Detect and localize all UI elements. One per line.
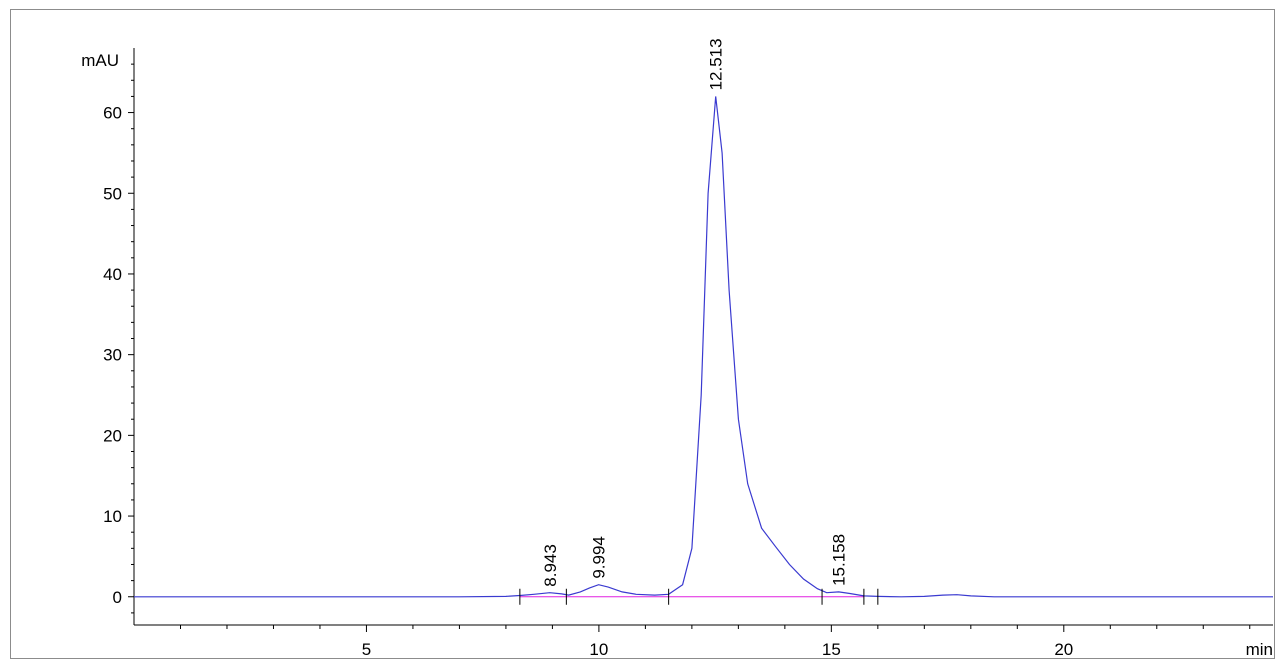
peak-label: 12.513 <box>707 38 726 90</box>
x-tick-label: 10 <box>589 640 608 659</box>
x-tick-label: 5 <box>362 640 371 659</box>
peak-markers <box>519 588 879 605</box>
axes <box>133 48 1273 626</box>
x-axis-label: min <box>1246 640 1273 659</box>
y-tick-label: 10 <box>103 507 122 526</box>
y-tick-label: 50 <box>103 184 122 203</box>
peak-labels: 8.943 9.994 12.513 15.158 <box>541 38 849 586</box>
y-axis-label: mAU <box>81 51 119 70</box>
ticks: 0 10 20 30 40 50 60 5 10 15 20 <box>103 63 1251 659</box>
x-tick-label: 20 <box>1054 640 1073 659</box>
chromatogram-chart: 0 10 20 30 40 50 60 5 10 15 20 8.943 9.994 12.513 15.… <box>81 38 1273 659</box>
y-tick-label: 20 <box>103 426 122 445</box>
x-tick-label: 15 <box>822 640 841 659</box>
peak-label: 15.158 <box>830 534 849 586</box>
peak-label: 8.943 <box>541 544 560 587</box>
peak-label: 9.994 <box>590 536 609 579</box>
y-tick-label: 60 <box>103 104 122 123</box>
y-tick-label: 30 <box>103 346 122 365</box>
y-tick-label: 40 <box>103 265 122 284</box>
chart-frame: 0 10 20 30 40 50 60 5 10 15 20 8.943 9.994 12.513 15.… <box>10 9 1275 659</box>
y-tick-label: 0 <box>113 588 122 607</box>
signal-trace <box>134 96 1273 598</box>
